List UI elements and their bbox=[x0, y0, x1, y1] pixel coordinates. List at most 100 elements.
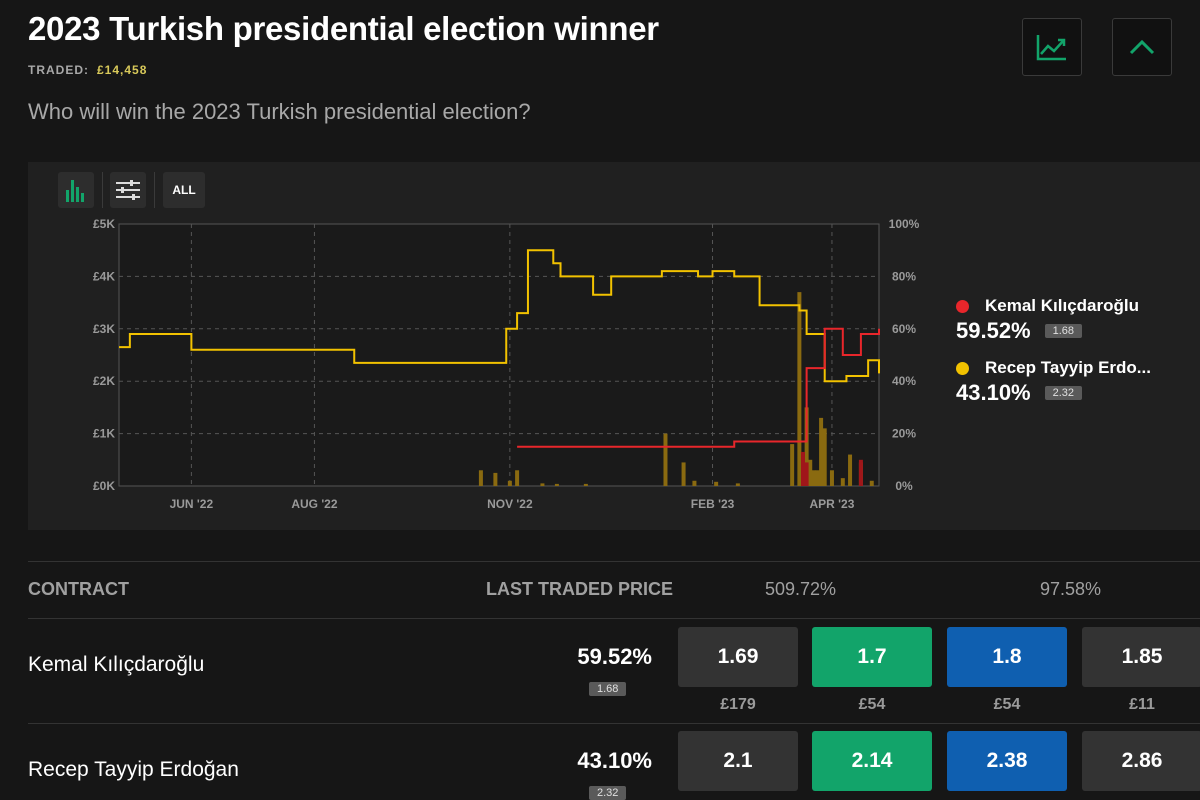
volume-bar bbox=[848, 454, 853, 486]
y-left-tick-label: £3K bbox=[93, 322, 115, 336]
price-chart: £0K 0% £1K 20% £2K 40% £3K 60% £4K 80% £5K 100% JUN … bbox=[93, 217, 920, 511]
legend-odds: 2.32 bbox=[1044, 386, 1083, 400]
best-lay-button[interactable]: 1.8 bbox=[947, 627, 1067, 687]
price-volume: £179 bbox=[720, 696, 756, 713]
volume-bar bbox=[735, 483, 740, 486]
volume-bar-kemal bbox=[858, 459, 863, 486]
page-title: 2023 Turkish presidential election winne… bbox=[28, 10, 659, 47]
toolbar-divider bbox=[102, 172, 103, 208]
ltp-odds: 1.68 bbox=[589, 682, 627, 696]
chart-panel: ALL £0K 0% £1K 20% £2K 40% £3K 60% £4K 80% £5K 100%… bbox=[28, 162, 1200, 530]
y-right-tick-label: 80% bbox=[892, 269, 916, 283]
legend-pct: 43.10% bbox=[956, 380, 1031, 405]
range-all-button[interactable]: ALL bbox=[163, 172, 205, 208]
volume-bar bbox=[663, 433, 668, 486]
erdogan-price-line bbox=[119, 249, 880, 383]
legend-odds: 1.68 bbox=[1044, 324, 1083, 338]
volume-bar bbox=[554, 483, 559, 486]
legend-item-kemal: Kemal Kılıçdaroğlu 59.52% 1.68 bbox=[956, 296, 1139, 344]
y-right-tick-label: 100% bbox=[889, 217, 920, 231]
y-right-tick-label: 60% bbox=[892, 322, 916, 336]
x-tick-label: JUN '22 bbox=[170, 497, 214, 511]
y-left-tick-label: £0K bbox=[93, 479, 115, 493]
volume-bar bbox=[797, 292, 802, 486]
last-traded-price: 59.52% bbox=[577, 644, 652, 669]
price-volume: £54 bbox=[993, 696, 1021, 713]
price-volume: £54 bbox=[858, 696, 886, 713]
price-volume: £11 bbox=[1129, 696, 1155, 713]
y-left-tick-label: £4K bbox=[93, 269, 115, 283]
y-right-tick-label: 40% bbox=[892, 374, 916, 388]
y-right-tick-label: 0% bbox=[895, 479, 913, 493]
col-header-back-pct: 509.72% bbox=[765, 579, 837, 599]
lay-price-button[interactable]: 1.85 bbox=[1082, 627, 1200, 687]
line-chart-icon bbox=[1036, 35, 1066, 61]
x-tick-label: FEB '23 bbox=[691, 497, 735, 511]
volume-bar bbox=[681, 462, 686, 486]
volume-bar bbox=[829, 470, 834, 486]
volume-bar bbox=[804, 407, 809, 486]
x-tick-label: AUG '22 bbox=[291, 497, 338, 511]
volume-bar bbox=[815, 470, 820, 486]
kemal-color-dot bbox=[956, 299, 969, 313]
volume-bar bbox=[515, 470, 520, 486]
col-header-contract: CONTRACT bbox=[28, 579, 129, 599]
volume-bar bbox=[507, 480, 512, 486]
back-price-button[interactable]: 1.69 bbox=[678, 627, 798, 687]
chart-toggle-button[interactable] bbox=[1022, 18, 1082, 76]
chevron-up-icon bbox=[1129, 39, 1155, 55]
kemal-price-line bbox=[517, 327, 880, 448]
volume-bar bbox=[540, 483, 545, 486]
volume-bar bbox=[811, 470, 816, 486]
collapse-button[interactable] bbox=[1112, 18, 1172, 76]
traded-volume: TRADED: £14,458 bbox=[28, 63, 147, 77]
contract-name: Recep Tayyip Erdoğan bbox=[28, 758, 239, 781]
legend-pct: 59.52% bbox=[956, 318, 1031, 343]
legend-item-erdogan: Recep Tayyip Erdo... 43.10% 2.32 bbox=[956, 358, 1151, 406]
volume-bar bbox=[840, 478, 845, 486]
erdogan-color-dot bbox=[956, 361, 969, 375]
last-traded-price: 43.10% bbox=[577, 748, 652, 773]
table-divider bbox=[28, 561, 1200, 562]
volume-bar-kemal bbox=[801, 451, 805, 486]
lay-price-button[interactable]: 2.86 bbox=[1082, 731, 1200, 791]
volume-bar bbox=[822, 428, 827, 486]
table-divider bbox=[28, 723, 1200, 724]
x-tick-label: APR '23 bbox=[810, 497, 855, 511]
plot-area bbox=[118, 223, 880, 487]
volume-bar bbox=[478, 470, 483, 486]
contract-name: Kemal Kılıçdaroğlu bbox=[28, 653, 205, 676]
volume-bar bbox=[692, 480, 697, 486]
toolbar-divider bbox=[154, 172, 155, 208]
best-back-button[interactable]: 1.7 bbox=[812, 627, 932, 687]
bar-chart-toggle[interactable] bbox=[58, 172, 94, 208]
sliders-icon bbox=[116, 180, 140, 200]
volume-bar bbox=[714, 481, 719, 486]
y-left-tick-label: £5K bbox=[93, 217, 115, 231]
chart-settings-button[interactable] bbox=[110, 172, 146, 208]
bar-chart-icon bbox=[66, 180, 84, 202]
y-left-tick-label: £2K bbox=[93, 374, 115, 388]
volume-bar bbox=[493, 472, 498, 486]
volume-bar bbox=[790, 444, 795, 486]
volume-bar bbox=[583, 483, 588, 486]
y-right-tick-label: 20% bbox=[892, 427, 916, 441]
col-header-ltp: LAST TRADED PRICE bbox=[486, 579, 674, 599]
legend-name: Recep Tayyip Erdo... bbox=[985, 358, 1151, 377]
legend-name: Kemal Kılıçdaroğlu bbox=[985, 296, 1139, 315]
best-lay-button[interactable]: 2.38 bbox=[947, 731, 1067, 791]
best-back-button[interactable]: 2.14 bbox=[812, 731, 932, 791]
y-left-tick-label: £1K bbox=[93, 427, 115, 441]
col-header-lay-pct: 97.58% bbox=[1040, 579, 1102, 599]
table-divider bbox=[28, 618, 1200, 619]
volume-bar-kemal bbox=[804, 462, 809, 486]
volume-bar bbox=[808, 459, 813, 486]
volume-bar bbox=[819, 417, 824, 486]
traded-amount: £14,458 bbox=[97, 63, 148, 77]
ltp-odds: 2.32 bbox=[589, 786, 627, 800]
market-question: Who will win the 2023 Turkish presidenti… bbox=[28, 99, 531, 124]
volume-bar bbox=[869, 480, 874, 486]
x-tick-label: NOV '22 bbox=[487, 497, 533, 511]
traded-label: TRADED: bbox=[28, 63, 89, 77]
back-price-button[interactable]: 2.1 bbox=[678, 731, 798, 791]
